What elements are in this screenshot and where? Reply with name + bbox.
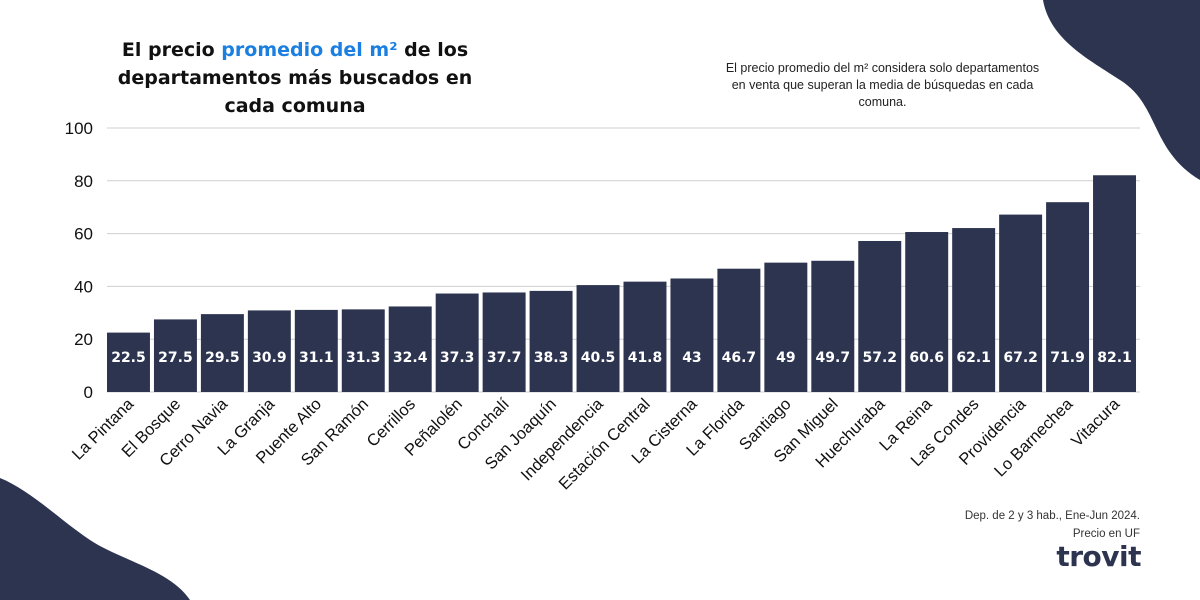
bar-value-label: 60.6 (909, 350, 944, 366)
bar-value-label: 40.5 (581, 350, 616, 366)
title-text-end: de los departamentos más buscados en cad… (117, 39, 473, 117)
bar-value-label: 37.3 (440, 350, 475, 366)
bar-value-label: 46.7 (722, 350, 757, 366)
bar-value-label: 49 (776, 350, 795, 366)
y-tick-label: 40 (74, 277, 93, 296)
bar (764, 262, 808, 392)
bar-value-label: 22.5 (111, 350, 146, 366)
x-tick-label: Vitacura (1068, 395, 1124, 451)
bar-value-label: 41.8 (628, 350, 663, 366)
y-tick-label: 100 (65, 119, 93, 138)
bar (623, 281, 667, 392)
bar-value-label: 57.2 (862, 350, 897, 366)
bar (247, 310, 291, 392)
bar-value-label: 43 (682, 350, 701, 366)
bar-value-label: 62.1 (956, 350, 991, 366)
bar (905, 232, 949, 392)
bar (1046, 202, 1090, 392)
bar-value-label: 71.9 (1050, 350, 1085, 366)
bar (153, 319, 197, 392)
bar (811, 260, 855, 392)
bar (200, 314, 244, 392)
bar (576, 285, 620, 392)
y-tick-label: 0 (84, 383, 93, 402)
bar (107, 332, 150, 392)
bar (717, 268, 761, 392)
bar (529, 290, 573, 392)
y-tick-label: 60 (74, 225, 93, 244)
chart-note: El precio promedio del m² considera solo… (725, 61, 1040, 109)
bar-value-label: 29.5 (205, 350, 240, 366)
bar-value-label: 32.4 (393, 350, 428, 366)
title-accent-text: promedio del m² (221, 39, 398, 61)
bar (482, 292, 526, 392)
footnote: Dep. de 2 y 3 hab., Ene-Jun 2024. Precio… (965, 507, 1140, 543)
bar-value-label: 67.2 (1003, 350, 1038, 366)
bar-value-label: 49.7 (816, 350, 851, 366)
bar (341, 309, 385, 392)
bar (858, 240, 902, 392)
bar (952, 228, 996, 392)
bar-value-label: 38.3 (534, 350, 569, 366)
chart-title: El precio promedio del m² de los departa… (95, 36, 495, 120)
bar-value-label: 27.5 (158, 350, 193, 366)
x-tick-label: Independencia (518, 395, 608, 485)
y-tick-label: 80 (74, 172, 93, 191)
y-tick-label: 20 (74, 330, 93, 349)
footnote-source: Dep. de 2 y 3 hab., Ene-Jun 2024. (964, 510, 1140, 522)
bar (670, 278, 714, 392)
bar-value-label: 31.3 (346, 350, 381, 366)
bar (294, 309, 338, 392)
bar (1093, 175, 1137, 392)
title-text-start: El precio (121, 39, 222, 61)
bar (999, 214, 1043, 392)
bar-value-label: 30.9 (252, 350, 287, 366)
bar-value-label: 37.7 (487, 350, 522, 366)
footnote-unit: Precio en UF (1072, 528, 1140, 540)
bar (388, 306, 432, 392)
bar-value-label: 31.1 (299, 350, 334, 366)
bar (435, 293, 479, 392)
bar-value-label: 82.1 (1097, 350, 1132, 366)
trovit-logo: trovit (1056, 540, 1141, 573)
